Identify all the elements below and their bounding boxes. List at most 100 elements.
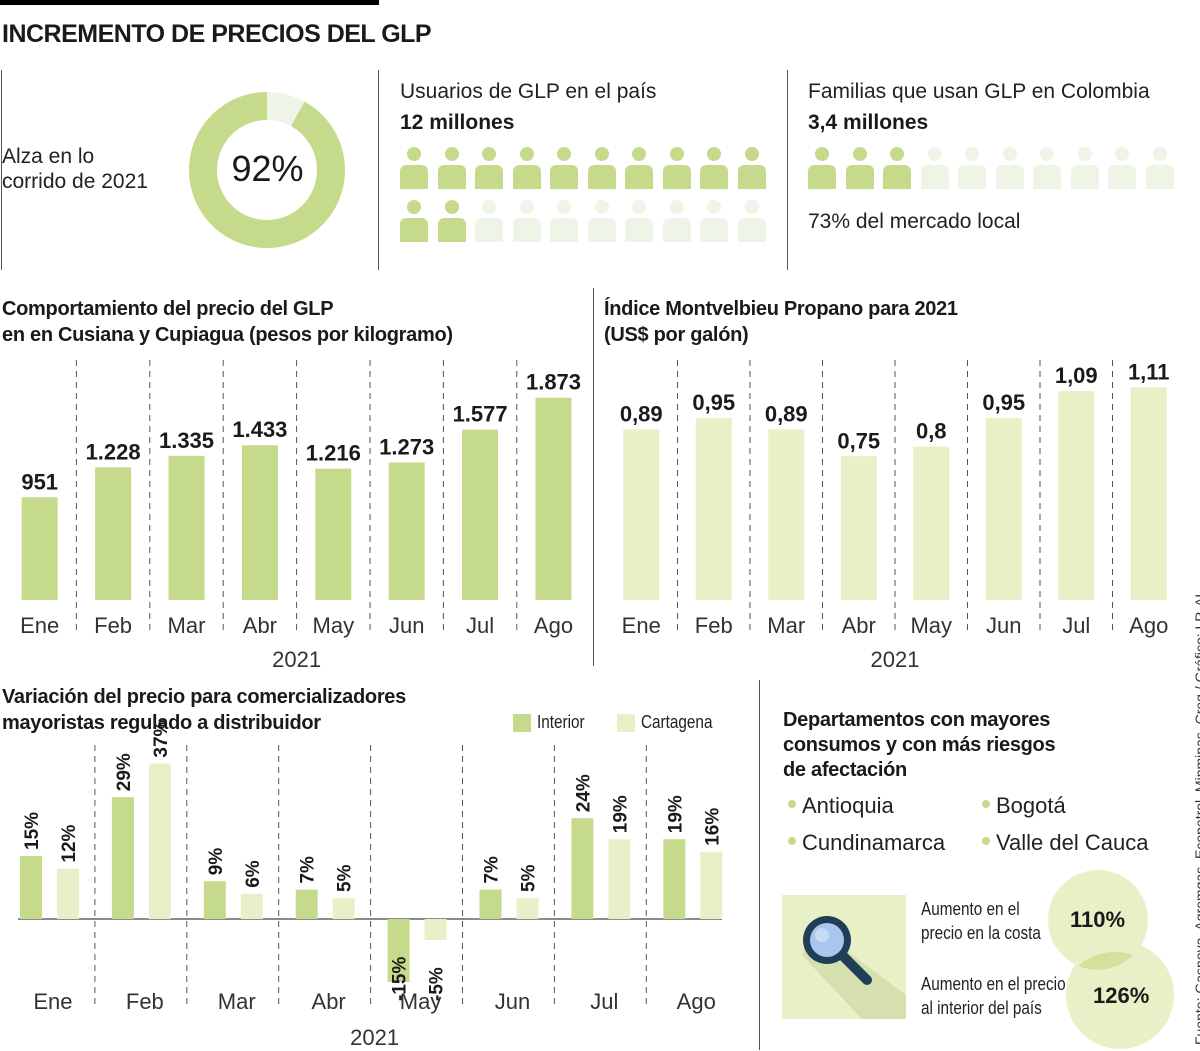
legend-swatch-interior <box>513 714 531 732</box>
x-axis-label: 2021 <box>272 647 321 672</box>
person-icon <box>512 147 541 189</box>
x-tick-label: May <box>400 989 442 1014</box>
chart3-variacion-precio: 15% 12% Ene 29% 37% Feb 9% 6% Mar 7% 5% Abr -15% -5%M… <box>18 719 723 1050</box>
bar <box>695 417 732 600</box>
x-tick-label: Jul <box>1062 613 1090 638</box>
bar <box>462 429 499 600</box>
x-tick-label: Feb <box>695 613 733 638</box>
chart3-title-line1: Variación del precio para comercializado… <box>2 686 406 708</box>
person-icon <box>1070 147 1099 189</box>
costa-value: 110% <box>1070 907 1126 932</box>
departamentos-title-line1: Departamentos con mayores <box>783 709 1051 731</box>
magnifier-icon <box>782 895 906 1019</box>
person-icon <box>437 200 466 242</box>
bar <box>535 397 572 600</box>
chart1-title-line2: en en Cusiana y Cupiagua (pesos por kilo… <box>2 324 453 346</box>
familias-label: Familias que usan GLP en Colombia <box>808 80 1150 103</box>
x-tick-label: May <box>910 613 952 638</box>
bar-interior <box>20 856 42 919</box>
bar <box>985 417 1022 600</box>
bar-interior <box>295 889 318 919</box>
bar-value-label: 29% <box>114 753 135 791</box>
bar-value-label: 5% <box>335 864 356 892</box>
dept-item: Antioquia <box>788 793 894 819</box>
bar <box>623 429 660 600</box>
bar <box>840 456 877 600</box>
bar-value-label: 0,89 <box>620 401 663 426</box>
person-icon <box>662 147 691 189</box>
person-icon <box>700 147 728 189</box>
bar <box>768 429 805 600</box>
venn-circles <box>1048 870 1174 1049</box>
bar-interior <box>203 881 226 919</box>
chart2-title-line1: Índice Montvelbieu Propano para 2021 <box>604 298 958 320</box>
x-tick-label: Abr <box>243 613 277 638</box>
person-icon <box>737 147 766 189</box>
bar-cartagena <box>516 898 539 919</box>
person-icon <box>587 200 616 242</box>
person-icon <box>400 200 428 242</box>
x-tick-label: Ene <box>20 613 59 638</box>
person-icon <box>1145 147 1174 189</box>
donut-value-arc <box>189 92 345 248</box>
chart1-precio-glp: 951 Ene 1.228 Feb 1.335 Mar 1.433 Abr 1.216 May 1.… <box>20 360 581 672</box>
divider <box>378 70 379 270</box>
bar-value-label: 0,95 <box>692 390 735 415</box>
bar-interior <box>111 797 134 919</box>
bar-value-label: 1.228 <box>86 439 141 464</box>
bar-cartagena <box>424 919 447 940</box>
x-tick-label: Jul <box>590 989 618 1014</box>
bar <box>315 468 352 600</box>
person-icon <box>958 147 986 189</box>
bar-value-label: 0,75 <box>837 428 880 453</box>
bar <box>168 455 205 600</box>
bar-value-label: 1.335 <box>159 428 214 453</box>
x-tick-label: Feb <box>94 613 132 638</box>
bar-value-label: 16% <box>702 808 723 846</box>
x-tick-label: Mar <box>168 613 206 638</box>
bar-value-label: -5% <box>427 967 448 1001</box>
x-tick-label: Jul <box>466 613 494 638</box>
bar-value-label: 1.273 <box>379 435 434 460</box>
bar-value-label: 1,11 <box>1128 359 1170 384</box>
bar-cartagena <box>608 839 631 919</box>
x-tick-label: Jun <box>389 613 424 638</box>
bar-value-label: 951 <box>21 469 58 494</box>
x-tick-label: Abr <box>842 613 876 638</box>
alza-label-line2: corrido de 2021 <box>2 170 148 193</box>
person-icon <box>512 200 541 242</box>
x-tick-label: May <box>313 613 355 638</box>
person-icon <box>625 200 653 242</box>
bar-cartagena <box>700 851 723 919</box>
bar-value-label: -15% <box>390 957 411 1001</box>
dept-item: Valle del Cauca <box>982 830 1148 856</box>
person-icon <box>662 200 691 242</box>
bar-value-label: 6% <box>243 860 264 888</box>
x-tick-label: Ene <box>33 989 72 1014</box>
bar-interior <box>663 839 686 919</box>
alza-label: Alza en lo corrido de 2021 <box>2 144 148 194</box>
usuarios-value: 12 millones <box>400 111 515 134</box>
bar-value-label: 1.433 <box>232 417 287 442</box>
person-icon <box>400 147 428 189</box>
dept-item: Cundinamarca <box>788 830 945 856</box>
x-tick-label: Feb <box>126 989 164 1014</box>
bar-value-label: 7% <box>298 856 319 884</box>
person-icon <box>883 147 911 189</box>
bar-value-label: 1,09 <box>1055 363 1098 388</box>
departamentos-title-line3: de afectación <box>783 759 907 781</box>
x-tick-label: Mar <box>218 989 256 1014</box>
person-icon <box>437 147 466 189</box>
divider <box>593 288 594 666</box>
departamentos-title: Departamentos con mayores consumos y con… <box>783 708 1056 783</box>
bar-cartagena <box>332 898 355 919</box>
divider <box>787 70 788 270</box>
person-icon <box>625 147 653 189</box>
costa-label: Aumento en el precio en la costa <box>921 899 1041 943</box>
bar-value-label: 1.873 <box>526 370 581 395</box>
chart2-title-line2: (US$ por galón) <box>604 324 749 346</box>
chart1-title-line1: Comportamiento del precio del GLP <box>2 298 334 320</box>
bar <box>1058 391 1095 600</box>
chart1-title: Comportamiento del precio del GLP en en … <box>2 296 453 348</box>
chart3-title: Variación del precio para comercializado… <box>2 684 406 736</box>
